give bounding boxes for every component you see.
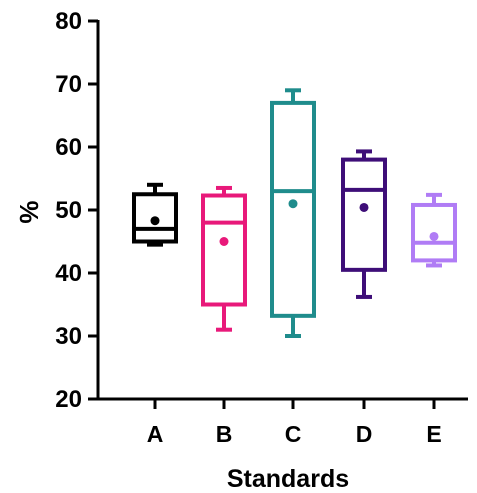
y-ticks: 20 30 40 50 60 70 80 [55, 8, 98, 413]
y-tick-label: 60 [55, 134, 82, 161]
iqr-box [270, 100, 316, 318]
box-C [270, 88, 316, 338]
box-E [411, 192, 457, 268]
x-tick-label: E [426, 421, 441, 447]
y-tick-label: 50 [55, 197, 82, 224]
x-axis: A B C D E [96, 397, 468, 447]
mean-point [219, 237, 229, 246]
iqr-box [341, 157, 387, 272]
y-tick-label: 40 [55, 260, 82, 287]
mean-point [359, 202, 369, 212]
box-B [201, 185, 247, 332]
x-tick-label: D [356, 421, 373, 447]
iqr-box [201, 193, 247, 307]
y-tick-label: 20 [55, 386, 82, 413]
y-tick-label: 30 [55, 323, 82, 350]
x-axis-title: Standards [227, 465, 349, 493]
box-A [132, 182, 178, 247]
y-tick-label: 80 [55, 8, 82, 35]
x-tick-label: A [147, 421, 164, 447]
mean-point [429, 231, 439, 241]
mean-point [150, 216, 160, 226]
y-tick-label: 70 [55, 71, 82, 98]
x-tick-label: C [285, 421, 302, 447]
mean-point [288, 199, 298, 209]
iqr-box [411, 202, 457, 263]
y-axis-title: % [14, 200, 44, 223]
x-ticks: A B C D E [147, 399, 442, 447]
y-axis: 20 30 40 50 60 70 80 [55, 8, 100, 413]
boxes [132, 88, 457, 338]
iqr-box [132, 192, 178, 244]
x-tick-label: B [216, 421, 233, 447]
box-D [341, 149, 387, 299]
